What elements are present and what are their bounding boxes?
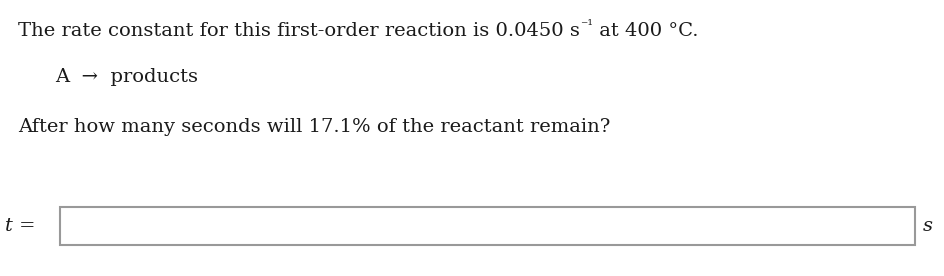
Text: ⁻¹: ⁻¹ [580, 19, 593, 33]
Bar [60, 207, 915, 245]
Text: A  →  products: A → products [55, 68, 198, 86]
Text: After how many seconds will 17.1% of the reactant remain?: After how many seconds will 17.1% of the… [18, 118, 611, 136]
Text: t =: t = [5, 217, 36, 235]
Text: s: s [923, 217, 933, 235]
Text: The rate constant for this first-order reaction is 0.0450 s: The rate constant for this first-order r… [18, 22, 580, 40]
Text: at 400 °C.: at 400 °C. [593, 22, 699, 40]
